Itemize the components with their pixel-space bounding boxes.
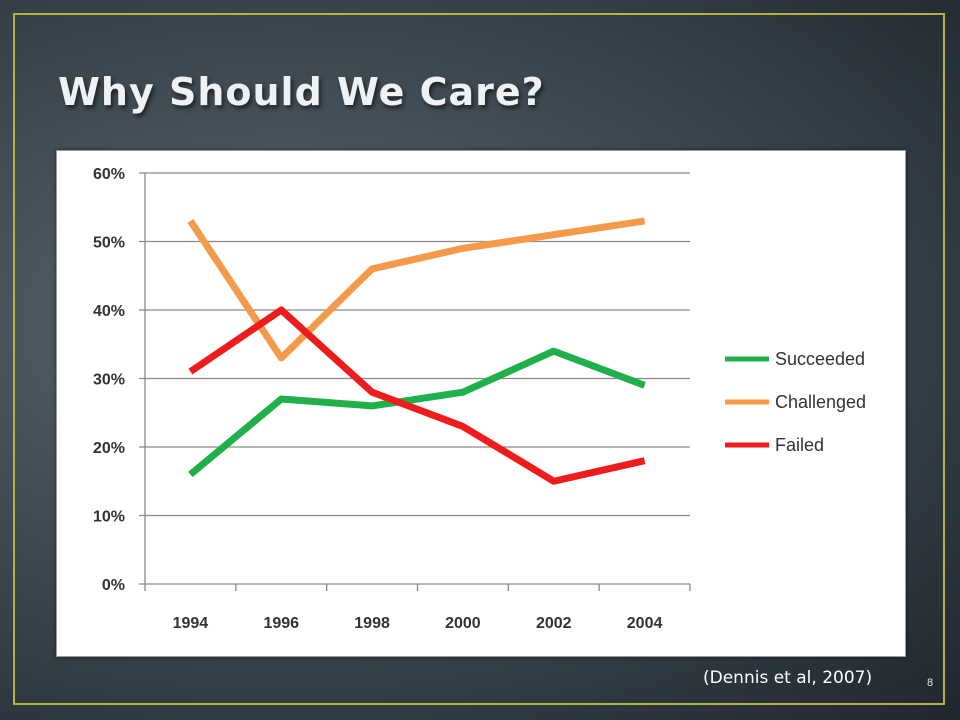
y-tick-label: 20%: [93, 440, 125, 457]
legend-label-failed: Failed: [775, 435, 824, 455]
series-line-succeeded: [188, 347, 646, 478]
y-tick-label: 30%: [93, 372, 125, 389]
legend-label-challenged: Challenged: [775, 392, 866, 412]
x-tick-label: 1998: [354, 615, 390, 632]
legend-label-succeeded: Succeeded: [775, 349, 865, 369]
y-tick-label: 60%: [93, 166, 125, 183]
y-tick-label: 10%: [93, 509, 125, 526]
x-tick-label: 2002: [536, 615, 572, 632]
series-line-challenged: [187, 217, 646, 362]
y-tick-label: 50%: [93, 235, 125, 252]
citation: (Dennis et al, 2007): [703, 668, 873, 688]
x-tick-label: 1996: [263, 615, 299, 632]
slide-title: Why Should We Care?: [58, 70, 545, 114]
slide-number: 8: [927, 677, 934, 689]
chart-container: 0% 10% 20% 30% 40% 50% 60% 1994 1996 1998 2000 2002…: [56, 150, 906, 657]
series-line-failed: [188, 306, 646, 485]
y-tick-label: 40%: [93, 303, 125, 320]
line-chart: 0% 10% 20% 30% 40% 50% 60% 1994 1996 1998 2000 2002…: [93, 166, 866, 632]
x-tick-label: 1994: [173, 615, 209, 632]
y-tick-label: 0%: [102, 577, 125, 594]
x-tick-label: 2000: [445, 615, 481, 632]
x-tick-label: 2004: [627, 615, 663, 632]
slide-frame: [13, 13, 945, 705]
